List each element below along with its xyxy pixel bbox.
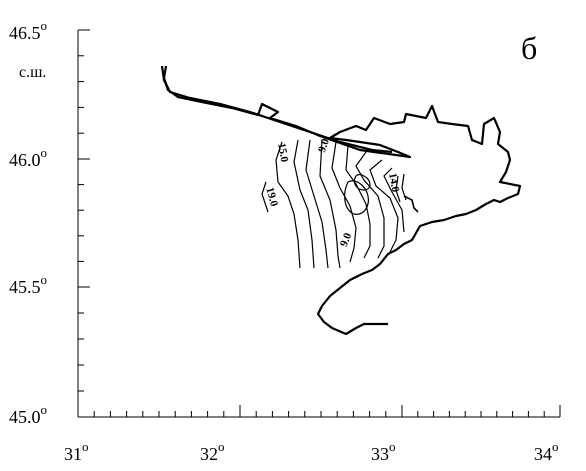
contour-line [355, 151, 385, 259]
panel-label: б [521, 30, 538, 66]
contour-line [319, 139, 341, 269]
latitude-unit-label: с.ш. [19, 64, 47, 81]
coastline [162, 65, 522, 336]
contour-line [395, 175, 401, 203]
x-axis-ticks [77, 405, 561, 417]
contour-line [275, 141, 301, 269]
x-tick-label-32: 32o [200, 439, 225, 464]
contour-line [353, 173, 371, 191]
contour-line [305, 139, 329, 269]
y-tick-label-46.0: 46.0o [9, 145, 47, 170]
contour-lines [261, 139, 407, 269]
contour-line [344, 180, 369, 215]
y-tick-label-45.0: 45.0o [9, 402, 47, 427]
x-tick-label-31: 31o [64, 439, 89, 464]
x-tick-label-33: 33o [371, 439, 396, 464]
x-tick-label-34: 34o [534, 439, 559, 464]
coast-inner-branch [403, 195, 419, 213]
spit-outer [160, 65, 393, 154]
y-tick-label-45.5: 45.5o [9, 272, 47, 297]
contour-line [369, 159, 399, 253]
y-axis-ticks [78, 29, 90, 418]
contour-line [293, 139, 315, 269]
y-tick-label-46.5: 46.5o [9, 18, 47, 43]
contour-line [401, 173, 407, 201]
contour-line [261, 181, 269, 213]
contour-line [383, 167, 405, 233]
contour-line [345, 145, 371, 259]
contour-line [331, 141, 357, 263]
